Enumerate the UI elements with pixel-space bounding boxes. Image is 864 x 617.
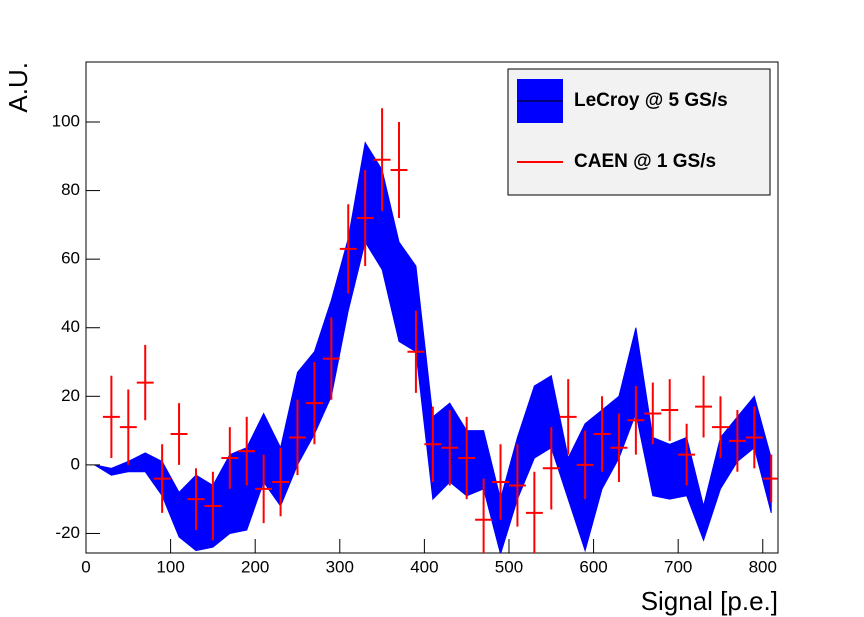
- y-tick-label: -20: [55, 523, 80, 542]
- x-tick-label: 600: [579, 557, 607, 576]
- y-tick-label: 60: [61, 249, 80, 268]
- legend-label: LeCroy @ 5 GS/s: [574, 90, 728, 111]
- y-tick-label: 0: [71, 454, 80, 473]
- y-axis-label: A.U.: [3, 62, 33, 113]
- y-tick-label: 40: [61, 317, 80, 336]
- x-tick-label: 100: [156, 557, 184, 576]
- y-tick-label: 20: [61, 386, 80, 405]
- legend-label: CAEN @ 1 GS/s: [574, 151, 716, 172]
- x-tick-label: 0: [81, 557, 90, 576]
- x-tick-label: 800: [749, 557, 777, 576]
- y-tick-label: 80: [61, 180, 80, 199]
- x-tick-label: 400: [410, 557, 438, 576]
- x-tick-label: 300: [326, 557, 354, 576]
- x-tick-label: 500: [495, 557, 523, 576]
- x-tick-label: 200: [241, 557, 269, 576]
- y-tick-label: 100: [52, 111, 80, 130]
- plot-area: [94, 108, 778, 553]
- x-tick-label: 700: [664, 557, 692, 576]
- x-axis-label: Signal [p.e.]: [641, 586, 778, 616]
